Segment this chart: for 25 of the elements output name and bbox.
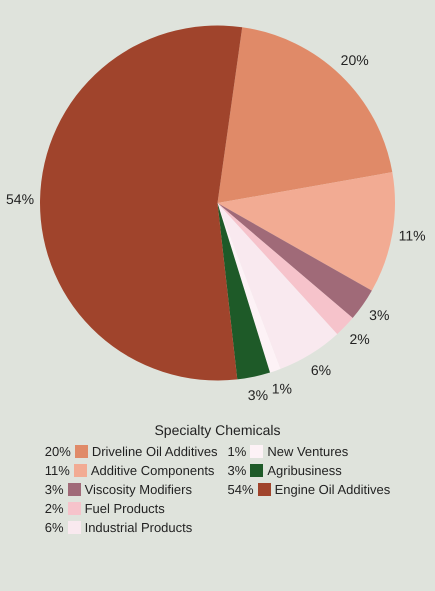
text: 54% [228,482,254,497]
data-label: 2% [349,331,370,348]
data-label: 20% [340,52,369,68]
text: 20% [44,444,71,459]
legend-label: New Ventures [267,444,348,459]
text: 3% [228,463,246,478]
legend-title: Specialty Chemicals [153,422,282,438]
legend-label: Fuel Products [84,501,165,516]
text: 3% [44,482,64,497]
text: 6% [44,520,64,535]
data-label: 6% [310,362,332,378]
data-label: 3% [369,307,390,324]
text: 1% [228,444,246,459]
data-label: 11% [398,227,426,244]
data-label: 1% [272,380,292,397]
legend-label: Additive Components [90,463,214,478]
text: 2% [44,501,64,516]
legend-label: Driveline Oil Additives [92,444,218,459]
data-label: 54% [6,191,34,208]
text: 11% [44,463,70,478]
legend-label: Engine Oil Additives [274,482,390,497]
legend-label: Agribusiness [267,463,342,478]
legend-label: Viscosity Modifiers [84,482,192,497]
data-label: 3% [248,387,268,404]
legend-label: Industrial Products [84,520,192,535]
